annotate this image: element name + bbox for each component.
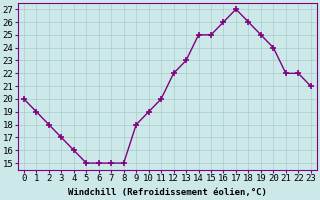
X-axis label: Windchill (Refroidissement éolien,°C): Windchill (Refroidissement éolien,°C) <box>68 188 267 197</box>
